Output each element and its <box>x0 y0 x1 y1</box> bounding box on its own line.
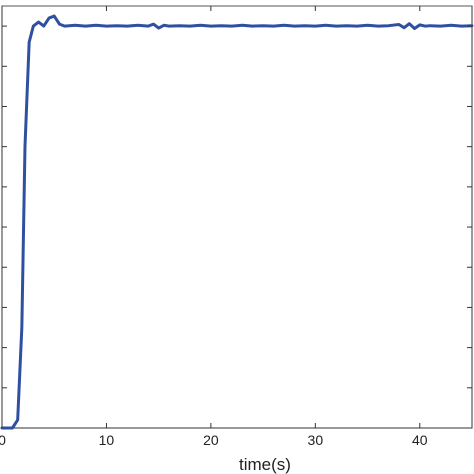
x-axis-title: time(s) <box>239 455 291 474</box>
series-group <box>0 14 474 430</box>
x-tick-label: 20 <box>203 432 219 448</box>
x-tick-label: 0 <box>0 432 6 448</box>
plot-axes <box>1 5 473 429</box>
x-tick-label: 30 <box>308 432 324 448</box>
series-line <box>0 14 474 430</box>
plot-frame <box>1 5 473 429</box>
x-tick-label: 40 <box>412 432 428 448</box>
x-tick-label: 10 <box>99 432 115 448</box>
x-axis-ticks: 0 10 20 30 40 <box>0 6 428 448</box>
y-axis-ticks <box>2 25 472 389</box>
